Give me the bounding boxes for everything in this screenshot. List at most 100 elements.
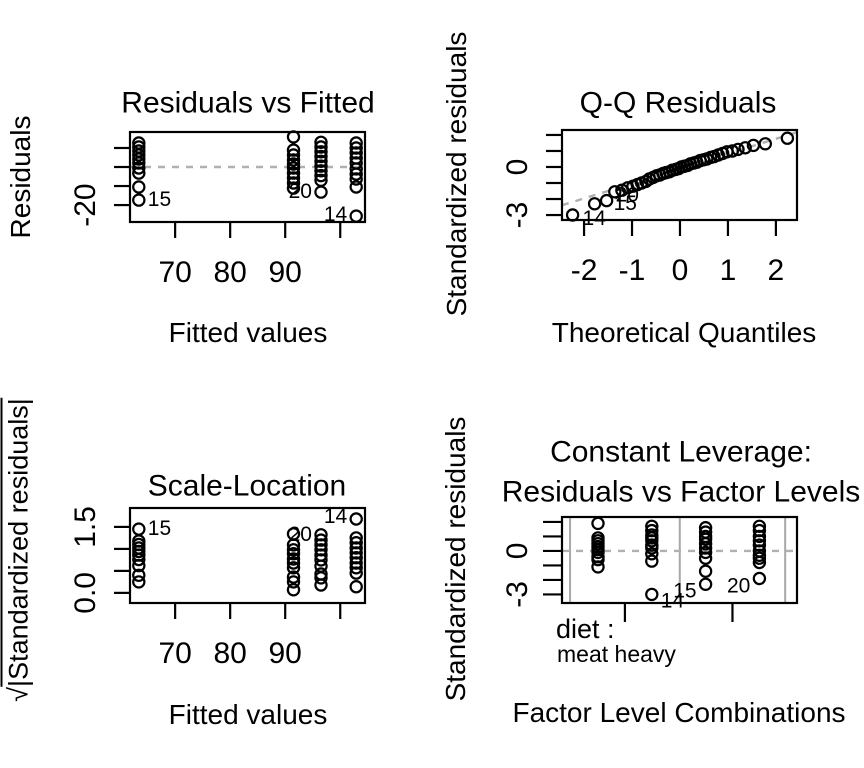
point-label: 14: [324, 505, 348, 528]
data-point: [314, 533, 328, 547]
plot-box: [560, 515, 799, 605]
data-point: [780, 131, 795, 145]
point-label: 20: [616, 184, 639, 207]
x-tick-label: 1: [720, 254, 737, 287]
data-point: [591, 560, 605, 574]
data-point: [286, 157, 301, 171]
data-point: [314, 140, 328, 154]
panel3-x-axis-label: Fitted values: [168, 699, 328, 730]
point-label: 15: [148, 188, 171, 211]
x-tick-label: 0: [672, 254, 689, 287]
factor-axis-name: diet :: [556, 614, 615, 644]
x-tick-label: -2: [571, 254, 598, 287]
data-point: [698, 537, 713, 551]
plot-box: [128, 506, 367, 605]
data-point: [738, 141, 752, 155]
data-point: [608, 185, 622, 199]
data-point: [349, 556, 363, 570]
data-point: [349, 209, 363, 223]
point-label: 15: [148, 517, 171, 540]
y-tick-label: -3: [501, 202, 534, 229]
data-point: [314, 135, 328, 149]
data-point: [645, 587, 659, 602]
data-point: [132, 148, 146, 162]
point-label: 15: [614, 192, 637, 215]
data-point: [587, 197, 602, 211]
plot-box: [128, 130, 367, 224]
point-label: 20: [727, 574, 750, 597]
x-tick-label: 90: [269, 256, 302, 289]
data-point: [286, 552, 301, 566]
data-point: [752, 571, 767, 586]
data-point: [758, 137, 773, 151]
panel2-x-axis-label: Theoretical Quantiles: [551, 317, 817, 348]
data-point: [599, 193, 614, 208]
data-point: [286, 575, 301, 589]
data-point: [349, 580, 363, 594]
data-point: [591, 552, 605, 567]
data-point: [349, 136, 363, 150]
data-point: [132, 552, 146, 567]
point-label: 14: [583, 207, 607, 230]
panel2-title: Q-Q Residuals: [579, 86, 777, 120]
point-label: 20: [289, 180, 312, 203]
data-point: [132, 161, 146, 175]
panel1-x-axis-label: Fitted values: [168, 317, 328, 348]
y-tick-label: 0: [501, 159, 534, 176]
x-tick-label: 90: [269, 637, 302, 670]
panel1-y-axis-label: Residuals: [5, 115, 36, 239]
data-point: [314, 185, 328, 199]
data-point: [349, 172, 363, 186]
point-label: 14: [661, 589, 685, 612]
data-point: [286, 547, 301, 561]
data-point: [349, 512, 363, 526]
data-point: [132, 152, 146, 166]
data-point: [314, 154, 328, 168]
data-point: [132, 180, 146, 194]
data-point: [698, 551, 713, 565]
data-point: [286, 543, 301, 557]
data-point: [314, 553, 328, 567]
data-point: [286, 561, 301, 575]
point-label: 14: [324, 203, 348, 226]
data-point: [731, 142, 745, 157]
data-point: [698, 545, 713, 560]
data-point: [591, 545, 605, 560]
data-point: [314, 578, 328, 592]
data-point: [286, 148, 301, 162]
panel4-x-axis-label: Factor Level Combinations: [512, 697, 846, 728]
point-label: 20: [289, 523, 312, 546]
data-point: [132, 575, 146, 589]
data-point: [698, 577, 713, 592]
sqrt-argument-text: |Standardized residuals|: [0, 398, 34, 687]
data-point: [132, 522, 146, 536]
data-point: [645, 541, 659, 555]
data-point: [645, 534, 659, 548]
data-point: [286, 181, 301, 195]
data-point: [349, 551, 363, 565]
data-point: [752, 551, 767, 565]
x-tick-label: 70: [158, 637, 191, 670]
data-point: [132, 166, 146, 180]
data-point: [752, 529, 767, 544]
data-point: [591, 516, 605, 531]
panel4-title-line1: Constant Leverage:: [550, 435, 812, 469]
panel3-y-axis-label: √|Standardized residuals|: [0, 398, 35, 702]
x-tick-label: 2: [768, 254, 785, 287]
data-point: [132, 558, 146, 573]
x-tick-label: 80: [213, 637, 246, 670]
x-tick-label: 70: [158, 256, 191, 289]
data-point: [286, 583, 301, 597]
x-tick-label: 80: [213, 256, 246, 289]
sqrt-radical-symbol: √: [3, 686, 34, 702]
data-point: [286, 176, 301, 190]
data-point: [349, 546, 363, 560]
data-point: [286, 153, 301, 167]
data-point: [286, 143, 301, 157]
y-tick-label: 0.0: [69, 572, 102, 614]
panel3-title: Scale-Location: [147, 469, 347, 503]
data-point: [349, 180, 363, 194]
panel4-y-axis-label: Standardized residuals: [440, 416, 471, 702]
